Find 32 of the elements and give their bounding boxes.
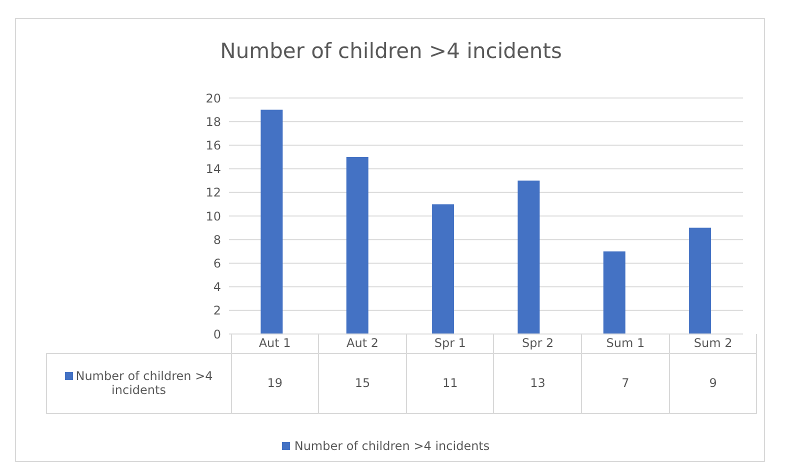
x-tick-label: Aut 2	[318, 334, 406, 353]
y-tick-label: 18	[206, 114, 221, 129]
bar	[603, 251, 626, 334]
y-tick-label: 14	[206, 162, 221, 176]
data-label: 9	[669, 353, 757, 413]
data-label: 7	[582, 353, 670, 413]
y-tick-label: 16	[206, 138, 221, 152]
text: Number of children >4 incidents	[294, 439, 490, 453]
y-tick-label: 8	[213, 232, 221, 247]
y-tick-label: 2	[213, 304, 221, 318]
y-tick-label: 4	[213, 280, 221, 294]
x-tick-label: Spr 1	[406, 334, 494, 353]
data-label: 19	[231, 353, 319, 413]
y-tick-label: 6	[213, 256, 221, 270]
chart-title: Number of children >4 incidents	[219, 39, 563, 63]
x-tick-label: Spr 2	[494, 334, 582, 353]
data-label: 11	[406, 353, 494, 413]
bar	[260, 110, 283, 334]
data-label: 13	[494, 353, 582, 413]
data-label: 15	[318, 353, 406, 413]
y-tick-label: 0	[213, 327, 221, 342]
bar	[518, 180, 540, 334]
y-tick-label: 12	[206, 186, 221, 200]
legend-label: Number of children >4 incidents	[46, 353, 231, 413]
y-tick-label: 20	[206, 91, 221, 106]
bar	[432, 204, 454, 334]
x-tick-label: Aut 1	[231, 334, 319, 353]
y-tick-label: 10	[206, 209, 221, 224]
bar	[689, 228, 712, 334]
x-tick-label: Sum 2	[669, 334, 757, 353]
x-tick-label: Sum 1	[582, 334, 670, 353]
bar	[346, 157, 368, 334]
